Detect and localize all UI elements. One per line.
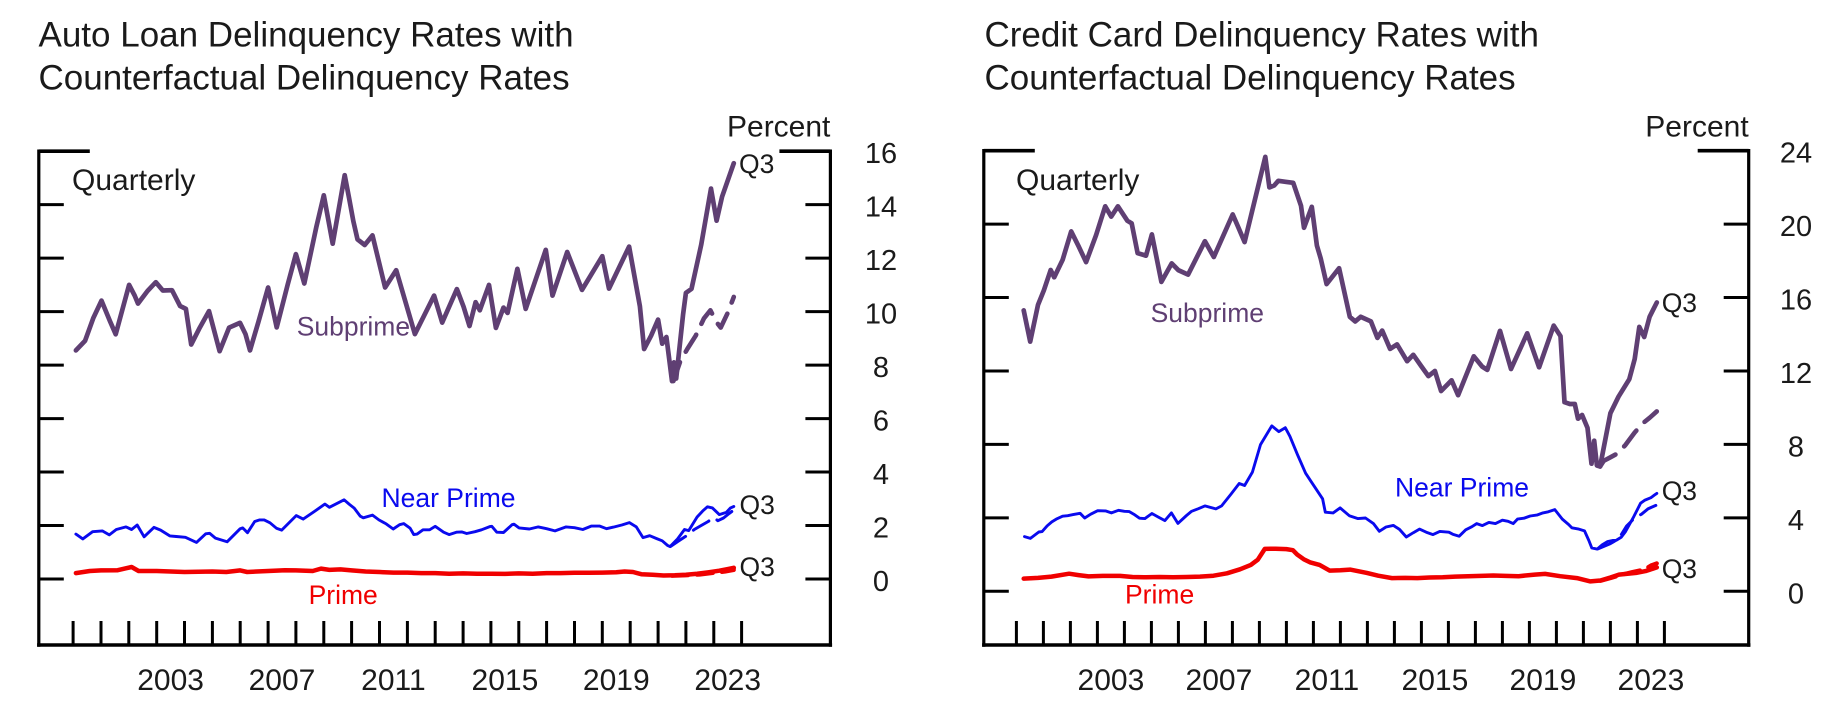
svg-text:Subprime: Subprime bbox=[297, 312, 410, 342]
svg-text:Percent: Percent bbox=[1645, 111, 1749, 144]
svg-text:Counterfactual Delinquency Rat: Counterfactual Delinquency Rates bbox=[985, 59, 1516, 98]
svg-text:2007: 2007 bbox=[249, 664, 316, 697]
svg-text:Quarterly: Quarterly bbox=[1016, 164, 1139, 197]
svg-text:2019: 2019 bbox=[1510, 664, 1577, 697]
svg-text:6: 6 bbox=[873, 406, 889, 438]
svg-text:12: 12 bbox=[1780, 358, 1812, 390]
svg-text:Q3: Q3 bbox=[740, 490, 775, 520]
svg-text:16: 16 bbox=[865, 138, 897, 170]
svg-text:2011: 2011 bbox=[361, 664, 426, 697]
svg-text:Subprime: Subprime bbox=[1151, 298, 1264, 328]
svg-text:8: 8 bbox=[873, 352, 889, 384]
svg-text:Q3: Q3 bbox=[739, 149, 774, 179]
svg-text:Counterfactual Delinquency Rat: Counterfactual Delinquency Rates bbox=[39, 59, 570, 98]
svg-text:2003: 2003 bbox=[1078, 664, 1145, 697]
svg-text:24: 24 bbox=[1780, 138, 1812, 170]
svg-text:Q3: Q3 bbox=[1662, 476, 1697, 506]
svg-text:4: 4 bbox=[1788, 505, 1804, 537]
svg-text:2: 2 bbox=[873, 513, 889, 545]
svg-text:Percent: Percent bbox=[727, 111, 831, 144]
svg-text:8: 8 bbox=[1788, 431, 1804, 463]
svg-text:Prime: Prime bbox=[309, 580, 378, 610]
svg-text:Prime: Prime bbox=[1125, 580, 1194, 610]
svg-text:2011: 2011 bbox=[1295, 664, 1360, 697]
svg-text:Q3: Q3 bbox=[1662, 554, 1697, 584]
svg-text:20: 20 bbox=[1780, 211, 1812, 243]
svg-text:2023: 2023 bbox=[1618, 664, 1685, 697]
svg-text:Near Prime: Near Prime bbox=[1395, 473, 1529, 503]
svg-text:2019: 2019 bbox=[583, 664, 650, 697]
svg-text:10: 10 bbox=[865, 299, 897, 331]
svg-text:Q3: Q3 bbox=[740, 552, 775, 582]
svg-text:2015: 2015 bbox=[472, 664, 539, 697]
svg-text:2015: 2015 bbox=[1402, 664, 1469, 697]
svg-text:16: 16 bbox=[1780, 285, 1812, 317]
svg-text:2023: 2023 bbox=[694, 664, 761, 697]
svg-text:Q3: Q3 bbox=[1662, 288, 1697, 318]
svg-text:Auto Loan Delinquency Rates wi: Auto Loan Delinquency Rates with bbox=[39, 15, 574, 54]
svg-text:Near Prime: Near Prime bbox=[382, 483, 516, 513]
svg-text:14: 14 bbox=[865, 192, 897, 224]
svg-text:2003: 2003 bbox=[137, 664, 204, 697]
svg-text:12: 12 bbox=[865, 245, 897, 277]
svg-text:0: 0 bbox=[1788, 578, 1804, 610]
svg-text:Quarterly: Quarterly bbox=[72, 164, 195, 197]
svg-text:2007: 2007 bbox=[1186, 664, 1253, 697]
svg-text:0: 0 bbox=[873, 566, 889, 598]
svg-text:4: 4 bbox=[873, 459, 889, 491]
svg-text:Credit Card Delinquency Rates: Credit Card Delinquency Rates with bbox=[985, 15, 1539, 54]
